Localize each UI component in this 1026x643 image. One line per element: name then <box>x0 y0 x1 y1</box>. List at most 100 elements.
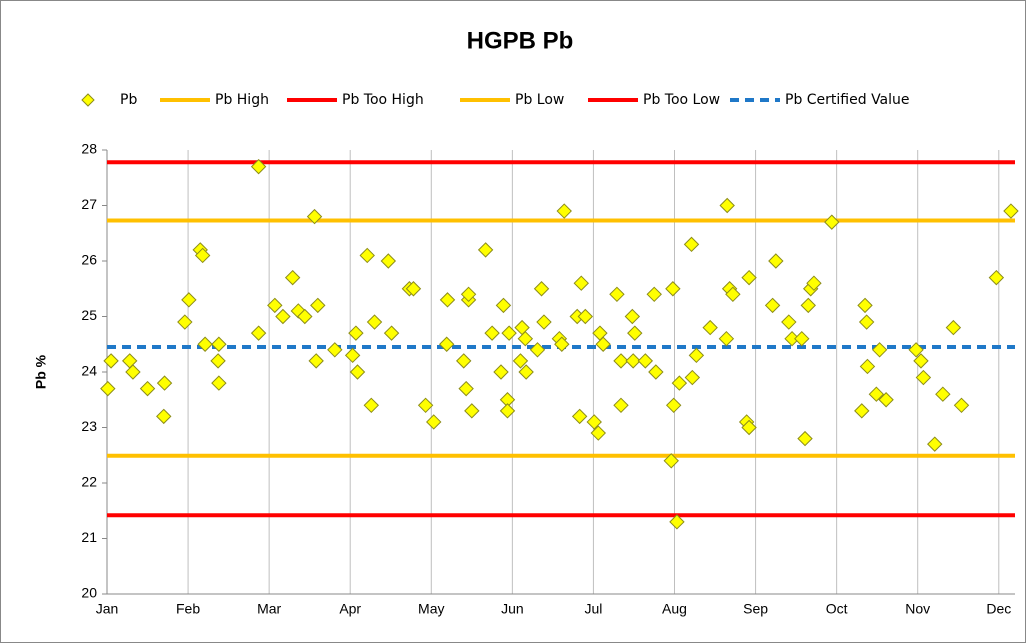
data-point <box>177 314 193 330</box>
data-point <box>484 325 500 341</box>
x-tick-label: Sep <box>743 601 768 617</box>
data-point <box>1003 203 1019 219</box>
data-point <box>781 314 797 330</box>
data-point <box>405 281 422 297</box>
data-point <box>359 247 375 264</box>
data-point <box>725 286 741 303</box>
data-point <box>103 353 119 369</box>
data-point <box>349 364 366 380</box>
data-point <box>627 325 643 341</box>
data-point <box>669 514 685 530</box>
data-point <box>501 325 517 341</box>
data-point <box>663 453 679 469</box>
x-tick-label: Mar <box>257 601 281 617</box>
data-point <box>859 358 876 375</box>
data-point <box>915 369 932 386</box>
data-point <box>868 386 885 402</box>
data-point <box>456 353 472 369</box>
data-point <box>688 347 705 364</box>
x-tick-label: Jun <box>501 601 524 617</box>
data-point <box>529 342 546 358</box>
legend-label: Pb Too Low <box>643 92 720 108</box>
data-point <box>250 325 267 341</box>
data-point <box>348 325 364 341</box>
y-tick-label: 25 <box>81 307 97 323</box>
legend-label: Pb High <box>215 92 269 108</box>
x-tick-label: Jul <box>584 601 602 617</box>
data-point <box>718 330 735 347</box>
legend-label: Pb Low <box>515 92 564 108</box>
legend-marker <box>81 93 95 107</box>
y-tick-label: 27 <box>81 196 97 212</box>
y-tick-label: 26 <box>81 252 97 268</box>
data-point <box>554 336 570 352</box>
x-tick-label: May <box>418 601 444 617</box>
data-point <box>586 414 602 430</box>
data-point <box>573 275 589 291</box>
legend-label: Pb <box>120 92 137 108</box>
data-point <box>493 364 509 380</box>
data-point <box>625 353 641 369</box>
data-point <box>250 158 267 175</box>
data-point <box>512 353 529 369</box>
x-tick-label: Feb <box>176 601 200 617</box>
data-point <box>211 375 227 391</box>
data-point <box>741 419 757 436</box>
data-point <box>945 319 962 336</box>
data-point <box>764 297 781 314</box>
data-point <box>702 319 718 336</box>
data-point <box>275 308 291 325</box>
data-point <box>197 336 213 352</box>
data-point <box>613 397 629 414</box>
data-point <box>417 397 434 414</box>
data-point <box>609 286 625 303</box>
data-point <box>297 308 313 325</box>
x-tick-label: Oct <box>826 601 848 617</box>
y-tick-label: 24 <box>81 363 97 379</box>
data-point <box>953 397 970 414</box>
data-point <box>439 292 456 308</box>
data-point <box>719 197 735 214</box>
data-point <box>518 364 534 380</box>
data-point <box>267 297 283 314</box>
y-axis-label: Pb % <box>33 354 49 389</box>
data-point <box>181 292 197 308</box>
data-point <box>613 353 629 369</box>
data-point <box>438 336 455 352</box>
y-tick-label: 21 <box>81 529 97 545</box>
data-point <box>878 392 894 408</box>
legend-label: Pb Certified Value <box>785 92 910 108</box>
data-point <box>211 336 227 352</box>
data-point <box>100 380 116 397</box>
data-point <box>125 364 141 380</box>
data-point <box>806 275 822 291</box>
data-point <box>913 353 929 369</box>
data-point <box>536 314 552 330</box>
data-point <box>139 380 156 397</box>
y-tick-label: 22 <box>81 474 97 490</box>
data-point <box>383 325 400 341</box>
data-point <box>517 330 534 347</box>
data-point <box>665 397 682 414</box>
data-point <box>310 297 326 314</box>
data-point <box>464 403 480 419</box>
data-point <box>495 297 512 314</box>
data-point <box>595 336 611 352</box>
data-point <box>327 342 343 358</box>
data-point <box>794 330 810 347</box>
data-point <box>380 253 397 269</box>
chart-title: HGPB Pb <box>467 27 574 54</box>
data-point <box>499 403 516 419</box>
data-point <box>854 403 870 419</box>
data-point <box>156 408 172 425</box>
data-point <box>571 408 588 425</box>
x-tick-label: Jan <box>96 601 119 617</box>
data-point <box>556 203 572 219</box>
data-point <box>577 308 594 325</box>
data-point <box>988 269 1005 286</box>
y-tick-label: 23 <box>81 418 97 434</box>
data-point <box>533 281 550 297</box>
legend-label: Pb Too High <box>342 92 424 108</box>
